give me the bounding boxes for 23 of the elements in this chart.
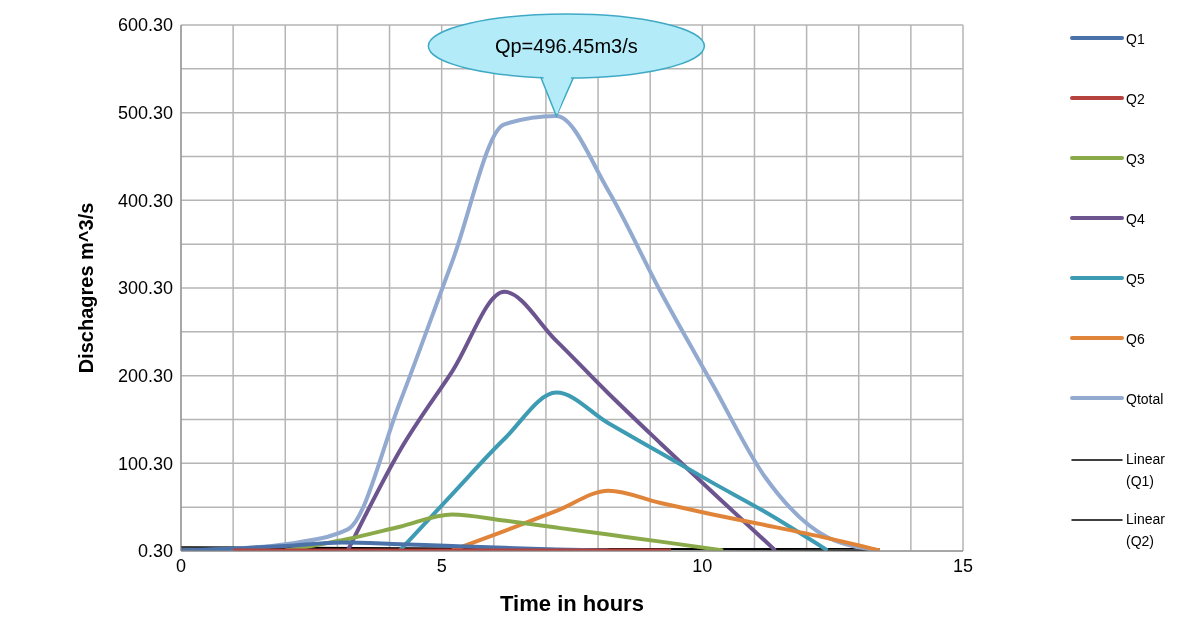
y-axis-title: Dischagres m^3/s (75, 202, 98, 374)
y-tick-label: 300.30 (117, 278, 173, 299)
y-tick-label: 200.30 (117, 366, 173, 387)
legend-label: Linear (Q1) (1126, 450, 1166, 491)
y-tick-label: 500.30 (117, 103, 173, 124)
legend-label: Q3 (1126, 150, 1146, 169)
x-tick-label: 15 (952, 555, 974, 576)
legend-label: Q2 (1126, 90, 1146, 109)
x-axis-title: Time in hours (500, 591, 644, 616)
legend-label: Linear (Q2) (1126, 510, 1166, 551)
legend-label: Q5 (1126, 270, 1146, 289)
legend-label: Q4 (1126, 210, 1146, 229)
x-tick-label: 0 (175, 555, 187, 576)
y-tick-label: 0.30 (137, 541, 173, 562)
y-tick-label: 400.30 (117, 190, 173, 211)
y-tick-label: 100.30 (117, 453, 173, 474)
legend-label: Q1 (1126, 30, 1146, 49)
legend-label: Q6 (1126, 330, 1146, 349)
y-tick-label: 600.30 (117, 15, 173, 36)
legend-label: Qtotal (1126, 390, 1165, 409)
x-tick-label: 5 (436, 555, 447, 576)
x-tick-label: 10 (692, 555, 713, 576)
annotation: Qp=496.45m3/s (494, 35, 638, 58)
